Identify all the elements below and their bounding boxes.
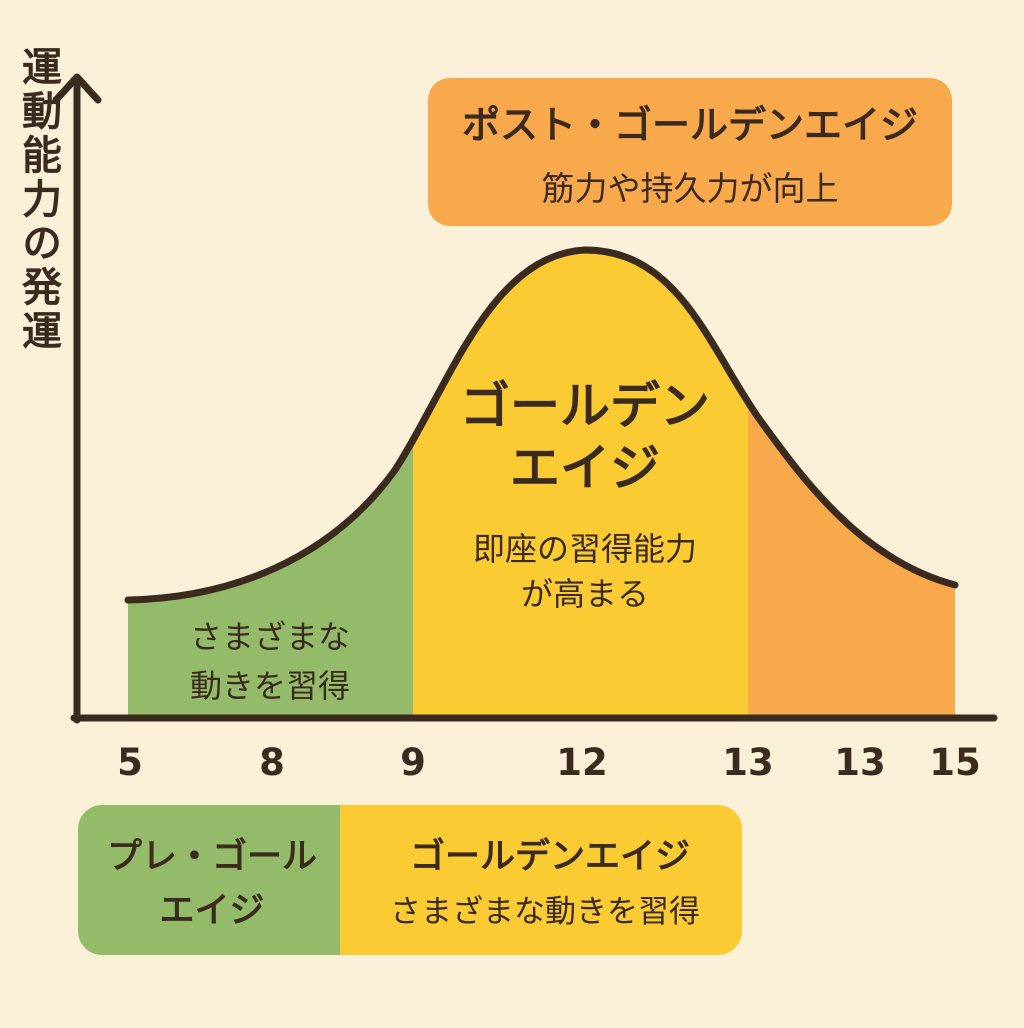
x-tick-label: 8	[259, 741, 285, 784]
golden-label: ゴールデン エイジ 即座の習得能力 が高まる	[460, 377, 710, 613]
x-tick-label: 13	[834, 741, 886, 784]
x-tick-label: 5	[117, 741, 143, 784]
pre-golden-label: さまざまな 動きを習得	[190, 618, 350, 705]
x-tick-label: 13	[722, 741, 774, 784]
legend-golden-desc: さまざまな動きを習得	[390, 894, 700, 930]
legend-golden-title: ゴールデンエイジ	[410, 836, 690, 877]
golden-desc-line1: 即座の習得能力	[473, 530, 697, 568]
x-tick-label: 15	[929, 741, 981, 784]
pre-golden-label-line1: さまざまな	[190, 618, 350, 656]
x-tick-labels: 5 8 9 12 13 13 15	[117, 741, 981, 784]
post-golden-callout-box	[428, 78, 952, 226]
y-axis-label: 運動能力の発運	[15, 46, 62, 354]
post-golden-title: ポスト・ゴールデンエイジ	[462, 103, 918, 147]
y-axis-arrowhead	[52, 73, 102, 104]
post-golden-subtitle: 筋力や持久力が向上	[542, 169, 839, 208]
x-tick-label: 9	[400, 741, 426, 784]
golden-title-line1: ゴールデン	[460, 377, 710, 435]
post-golden-callout: ポスト・ゴールデンエイジ 筋力や持久力が向上	[428, 78, 952, 226]
legend-pre-golden-line1: プレ・ゴール	[107, 836, 317, 877]
pre-golden-label-line2: 動きを習得	[190, 667, 350, 705]
phase-legend: プレ・ゴール エイジ ゴールデンエイジ さまざまな動きを習得	[78, 805, 742, 955]
post-golden-region	[748, 250, 955, 717]
legend-golden-block	[340, 805, 742, 955]
legend-pre-golden-line2: エイジ	[159, 891, 264, 931]
y-axis-label-text: 運動能力の発運	[15, 46, 62, 354]
golden-title-line2: エイジ	[510, 439, 660, 497]
golden-desc-line2: が高まる	[521, 575, 649, 613]
x-tick-label: 12	[556, 741, 608, 784]
legend-pre-golden-block	[78, 805, 340, 955]
